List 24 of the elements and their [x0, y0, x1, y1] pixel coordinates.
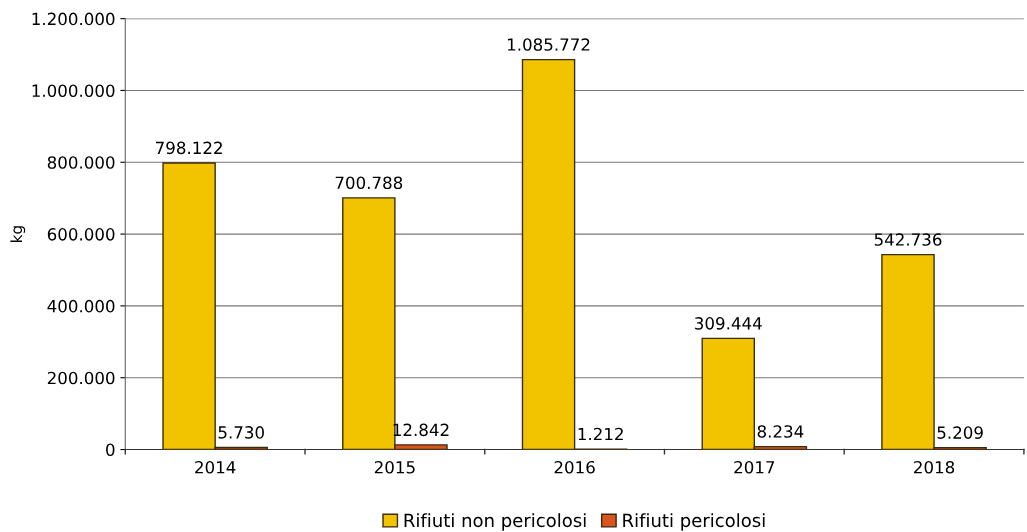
- data-label: 1.212: [578, 427, 623, 441]
- data-label: 798.122: [156, 141, 222, 155]
- data-label: 5.730: [218, 426, 264, 439]
- y-tick-label: 400.000: [47, 299, 115, 313]
- data-label: 5.209: [937, 426, 983, 439]
- y-tick-label: 1.000.000: [32, 84, 115, 98]
- legend-label: Rifiuti non pericolosi: [404, 513, 586, 531]
- y-tick-label: 200.000: [47, 371, 115, 385]
- legend-label: Rifiuti pericolosi: [623, 513, 765, 531]
- y-tick-label: 1.200.000: [32, 12, 115, 26]
- y-tick-label: 800.000: [47, 156, 115, 169]
- data-label: 309.444: [695, 317, 762, 330]
- y-tick-label: 0: [106, 443, 115, 457]
- y-tick-label: 600.000: [47, 228, 115, 241]
- y-axis-title: kg: [10, 226, 26, 242]
- data-label: 700.788: [335, 176, 403, 190]
- data-label: 8.234: [757, 425, 804, 438]
- x-tick-label: 2018: [914, 460, 955, 474]
- x-tick-label: 2015: [374, 460, 415, 474]
- x-tick-label: 2017: [734, 460, 775, 474]
- x-tick-label: 2014: [195, 460, 236, 474]
- data-label: 542.736: [874, 233, 942, 246]
- data-label: 1.085.772: [507, 38, 590, 51]
- x-tick-label: 2016: [554, 460, 595, 474]
